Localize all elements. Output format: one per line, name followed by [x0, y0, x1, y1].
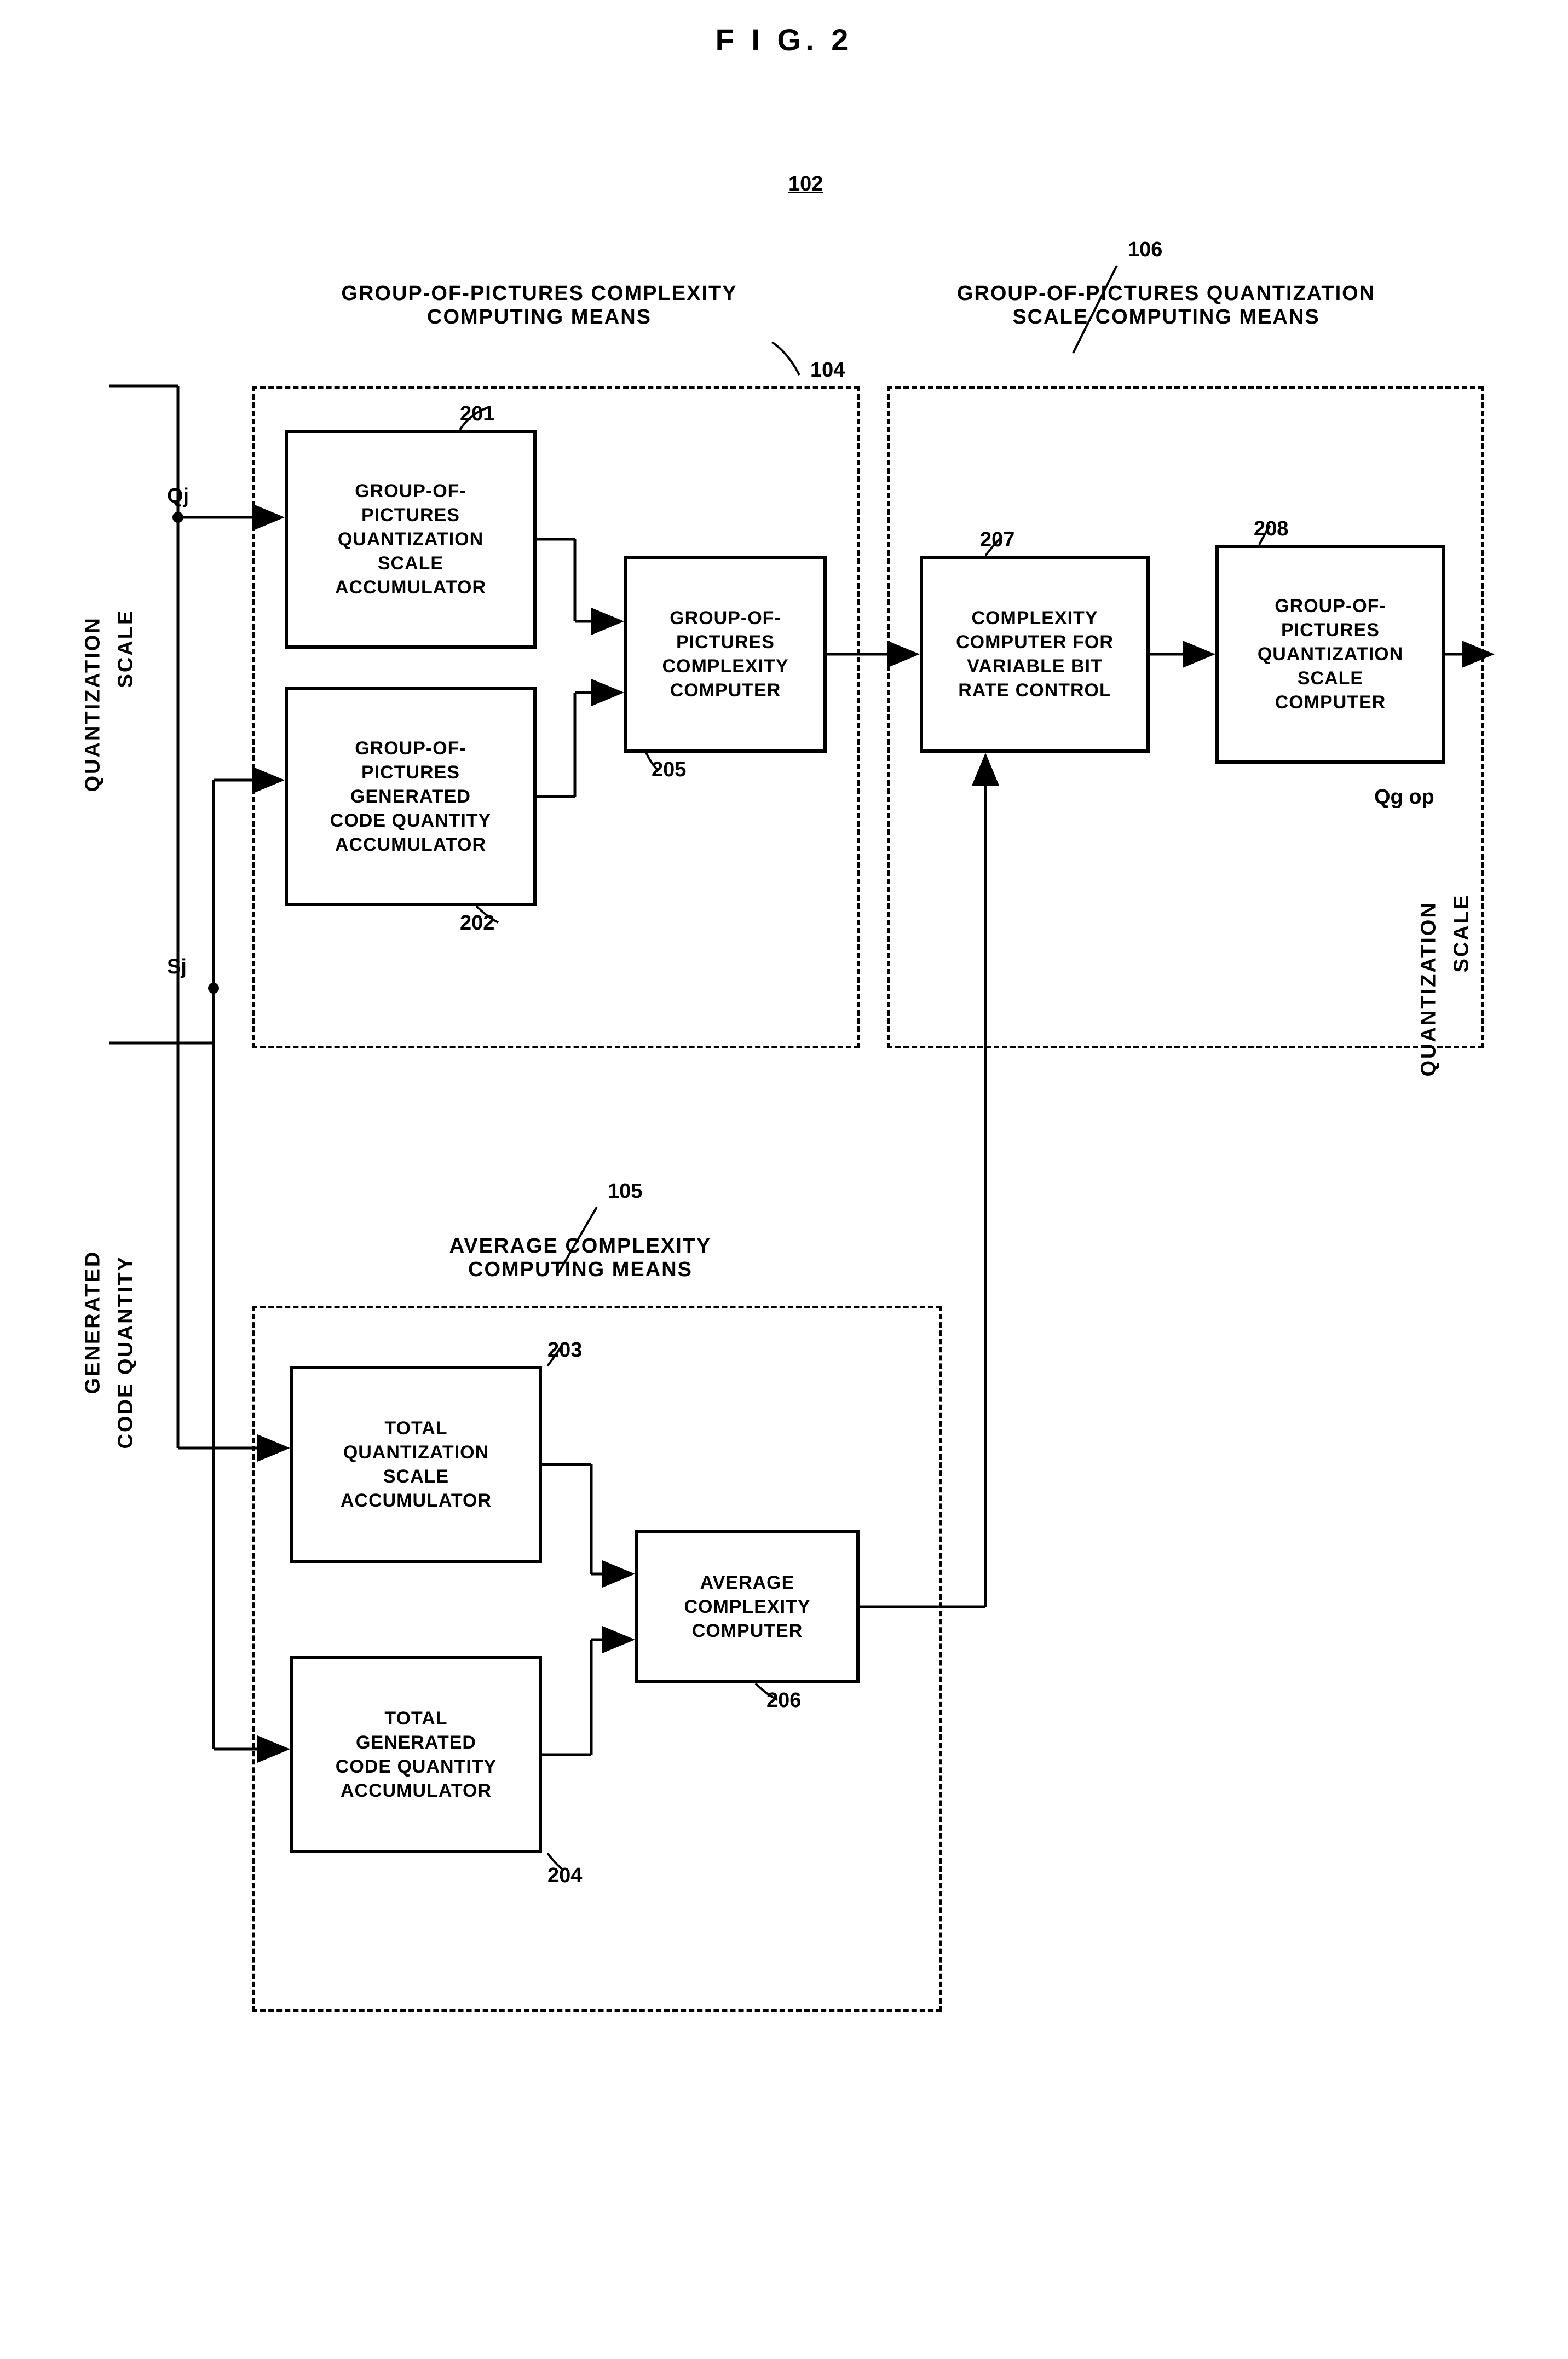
box-204: TOTAL GENERATED CODE QUANTITY ACCUMULATO… — [290, 1656, 542, 1853]
output-qscale-label2: SCALE — [1450, 894, 1474, 973]
signal-qgop: Qg op — [1374, 786, 1434, 809]
box-203: TOTAL QUANTIZATION SCALE ACCUMULATOR — [290, 1366, 542, 1563]
group-106-label: GROUP-OF-PICTURES QUANTIZATION SCALE COM… — [865, 282, 1467, 329]
box-202: GROUP-OF- PICTURES GENERATED CODE QUANTI… — [285, 687, 537, 906]
input-gencode-label: GENERATED — [82, 1250, 105, 1394]
ref-202: 202 — [460, 912, 494, 935]
diagram-container: 102 GROUP-OF-PICTURES COMPLEXITY COMPUTI… — [22, 79, 1500, 2269]
output-qscale-label: QUANTIZATION — [1417, 901, 1441, 1076]
input-qscale-label2: SCALE — [114, 609, 138, 688]
ref-201: 201 — [460, 402, 494, 426]
ref-208: 208 — [1254, 517, 1288, 541]
input-gencode-label2: CODE QUANTITY — [114, 1255, 138, 1449]
figure-title: F I G. 2 — [22, 22, 1546, 57]
group-104-label: GROUP-OF-PICTURES COMPLEXITY COMPUTING M… — [252, 282, 827, 329]
signal-qj: Qj — [167, 485, 189, 508]
ref-203: 203 — [547, 1339, 582, 1362]
ref-102: 102 — [788, 172, 823, 196]
ref-205: 205 — [652, 758, 686, 782]
ref-104: 104 — [810, 359, 845, 382]
box-208: GROUP-OF- PICTURES QUANTIZATION SCALE CO… — [1215, 545, 1445, 764]
ref-207: 207 — [980, 528, 1014, 552]
input-qscale-label: QUANTIZATION — [82, 616, 105, 792]
box-206: AVERAGE COMPLEXITY COMPUTER — [635, 1530, 860, 1683]
group-105-label: AVERAGE COMPLEXITY COMPUTING MEANS — [334, 1235, 827, 1282]
ref-105: 105 — [608, 1180, 642, 1203]
box-201: GROUP-OF- PICTURES QUANTIZATION SCALE AC… — [285, 430, 537, 649]
ref-106: 106 — [1128, 238, 1162, 262]
ref-204: 204 — [547, 1864, 582, 1888]
box-207: COMPLEXITY COMPUTER FOR VARIABLE BIT RAT… — [920, 556, 1150, 753]
ref-206: 206 — [766, 1689, 801, 1712]
signal-sj: Sj — [167, 955, 187, 979]
box-205: GROUP-OF- PICTURES COMPLEXITY COMPUTER — [624, 556, 827, 753]
